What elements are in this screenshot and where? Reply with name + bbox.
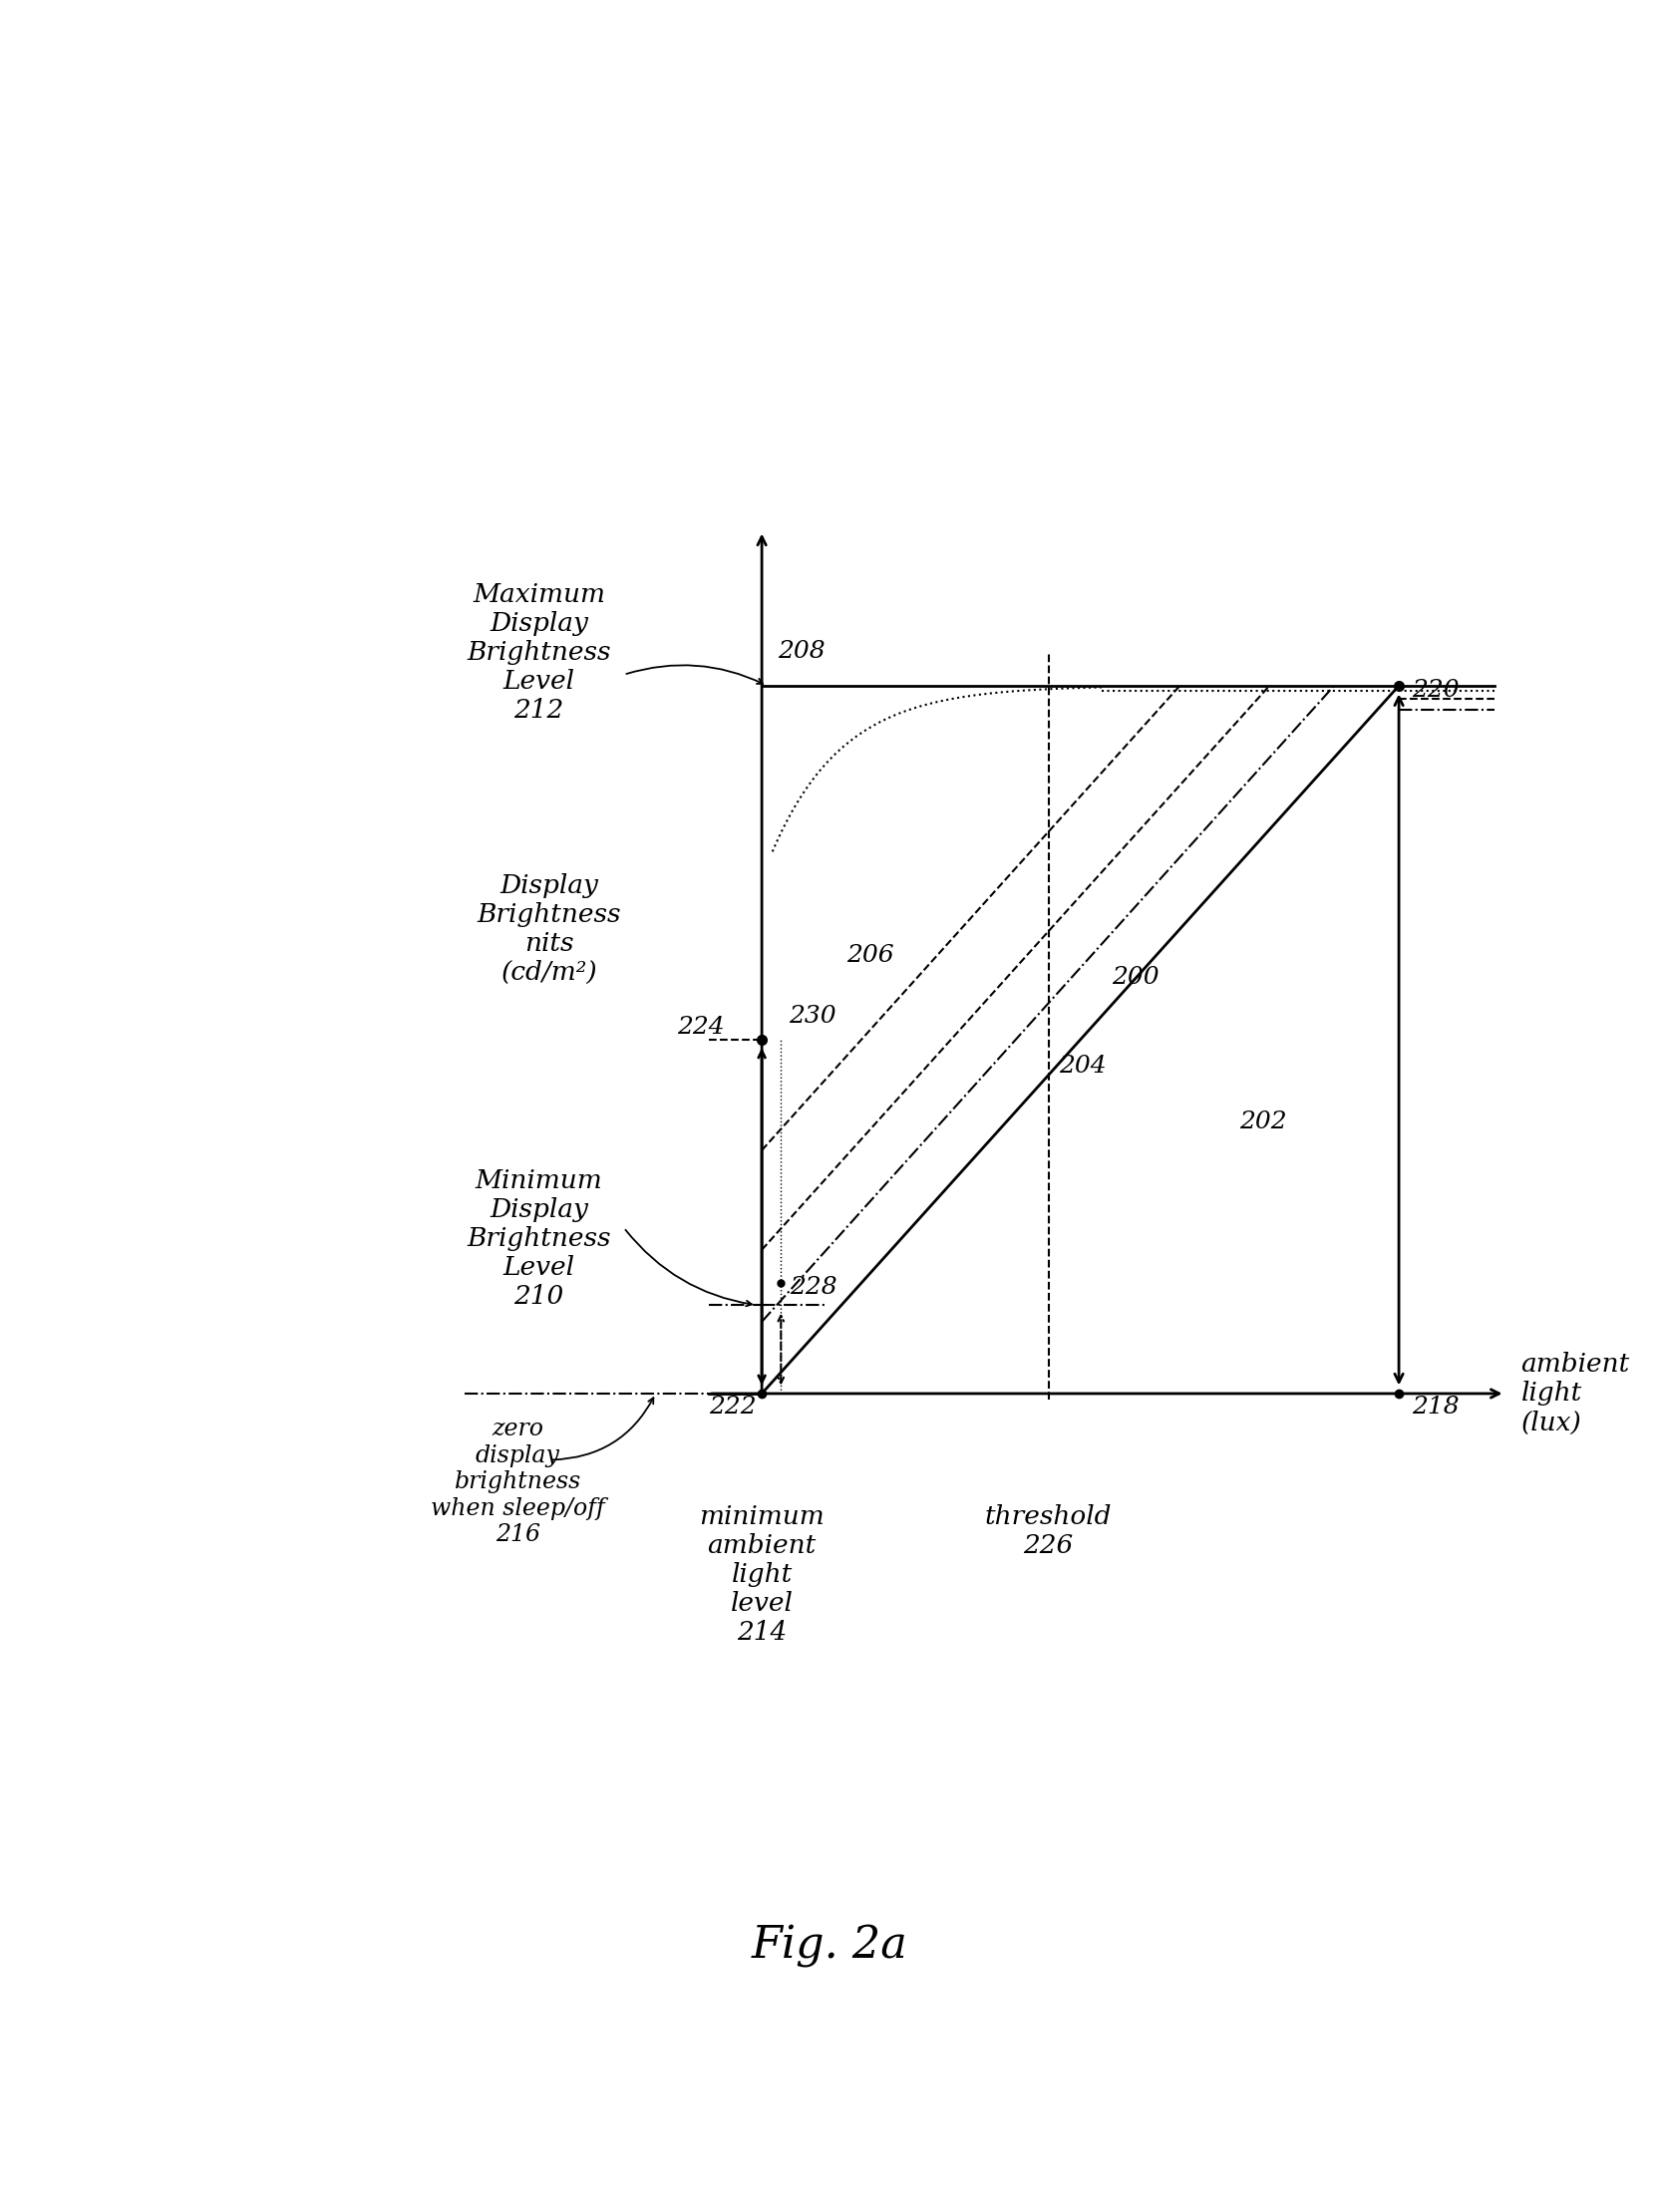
Text: Minimum
Display
Brightness
Level
210: Minimum Display Brightness Level 210 — [466, 1168, 611, 1310]
Text: 204: 204 — [1058, 1055, 1107, 1077]
Text: Maximum
Display
Brightness
Level
212: Maximum Display Brightness Level 212 — [466, 582, 611, 723]
Text: threshold
226: threshold 226 — [985, 1504, 1112, 1557]
Text: ambient
light
(lux): ambient light (lux) — [1521, 1352, 1629, 1436]
Text: 202: 202 — [1239, 1110, 1287, 1133]
Text: 220: 220 — [1412, 679, 1460, 701]
Text: 206: 206 — [846, 945, 894, 967]
Text: 224: 224 — [677, 1015, 725, 1040]
Text: Fig. 2a: Fig. 2a — [752, 1924, 907, 1969]
Text: Display
Brightness
nits
(cd/m²): Display Brightness nits (cd/m²) — [478, 874, 622, 984]
Text: zero
display
brightness
when sleep/off
216: zero display brightness when sleep/off 2… — [430, 1418, 606, 1546]
Text: 222: 222 — [708, 1396, 757, 1418]
Text: 200: 200 — [1112, 967, 1160, 989]
Text: 228: 228 — [790, 1276, 836, 1298]
Text: 230: 230 — [788, 1004, 836, 1029]
Text: 218: 218 — [1412, 1396, 1460, 1418]
Text: 208: 208 — [778, 639, 825, 664]
Text: minimum
ambient
light
level
214: minimum ambient light level 214 — [698, 1504, 825, 1646]
